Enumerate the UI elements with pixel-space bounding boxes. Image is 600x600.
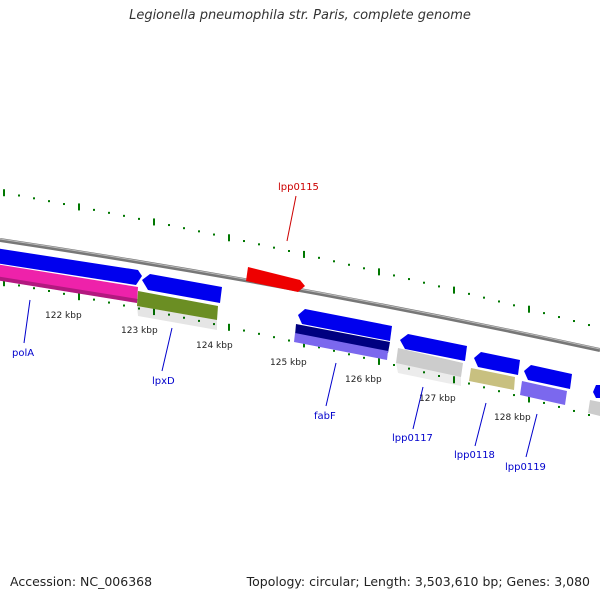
gene-label-lpp0117[interactable]: lpp0117 [392, 433, 433, 444]
cog-block-pink[interactable] [0, 264, 138, 303]
gene-labels: polA lpxD lpp0115 fabF lpp0117 lpp0118 l… [12, 182, 546, 473]
leader-lpp0117 [412, 386, 424, 430]
scale-tick-label: 125 kbp [270, 358, 307, 368]
cds-arrow[interactable] [474, 352, 520, 375]
scale-tick-label: 124 kbp [196, 341, 233, 351]
cds-arrow[interactable] [0, 248, 142, 285]
cog-block-khaki[interactable] [469, 368, 515, 390]
scale-tick-label: 128 kbp [494, 413, 531, 423]
cds-arrow[interactable] [142, 274, 222, 303]
scale-tick-label: 123 kbp [121, 326, 158, 336]
leader-lpp0119 [525, 413, 538, 458]
shading-overlay [0, 276, 461, 386]
leader-polA [23, 299, 31, 344]
cds-arrow[interactable] [400, 334, 467, 361]
gene-label-polA[interactable]: polA [12, 348, 34, 359]
gene-label-lpxD[interactable]: lpxD [152, 376, 175, 387]
cds-arrow-lpp0115[interactable] [246, 267, 305, 292]
cds-arrow[interactable] [298, 309, 392, 341]
gene-leaders [23, 195, 538, 458]
leader-fabF [325, 362, 337, 407]
cds-track-outer [0, 248, 600, 398]
scale-tick-label: 122 kbp [45, 311, 82, 321]
cog-block-lavender[interactable] [520, 381, 567, 405]
scale-labels: 122 kbp 123 kbp 124 kbp 125 kbp 126 kbp … [45, 311, 531, 423]
leader-lpxD [161, 327, 173, 372]
gene-label-lpp0115[interactable]: lpp0115 [278, 182, 319, 193]
leader-lpp0118 [474, 402, 487, 447]
cog-block-lavender[interactable] [294, 333, 388, 360]
gene-label-lpp0118[interactable]: lpp0118 [454, 450, 495, 461]
map-title: Legionella pneumophila str. Paris, compl… [129, 8, 471, 23]
leader-lpp0115 [286, 195, 297, 242]
outer-tick-track [3, 189, 590, 327]
cog-block-gray[interactable] [396, 348, 463, 377]
scale-tick-label: 126 kbp [345, 375, 382, 385]
cds-arrow[interactable] [524, 365, 572, 389]
cds-arrow[interactable] [593, 385, 600, 398]
cog-block-gray[interactable] [588, 400, 600, 416]
scale-tick-label: 127 kbp [419, 394, 456, 404]
cog-track [0, 264, 600, 416]
gene-label-lpp0119[interactable]: lpp0119 [505, 462, 546, 473]
gene-label-fabF[interactable]: fabF [314, 411, 336, 422]
genome-summary-text: Topology: circular; Length: 3,503,610 bp… [246, 574, 590, 589]
inner-tick-track [3, 279, 590, 417]
accession-text: Accession: NC_006368 [10, 574, 153, 589]
cog-block-navy[interactable] [295, 324, 390, 353]
cog-block-olive[interactable] [137, 291, 218, 320]
